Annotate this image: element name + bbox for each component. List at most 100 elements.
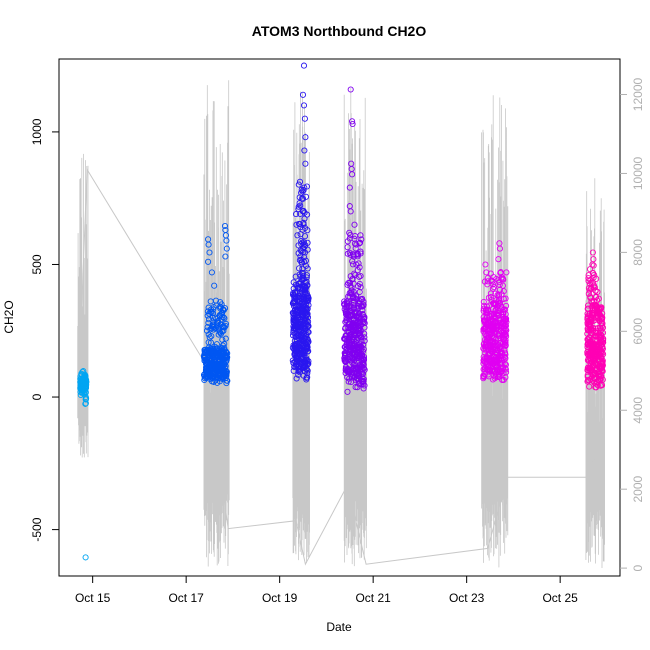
data-point bbox=[361, 334, 368, 341]
data-point bbox=[301, 348, 309, 355]
data-point bbox=[359, 363, 366, 370]
points-layer bbox=[77, 62, 607, 561]
data-point bbox=[351, 364, 358, 371]
data-point bbox=[290, 367, 297, 374]
data-point bbox=[210, 352, 217, 359]
data-point bbox=[296, 324, 303, 331]
data-point bbox=[202, 366, 210, 373]
data-point bbox=[82, 400, 89, 407]
data-point bbox=[593, 341, 600, 348]
data-point bbox=[344, 369, 351, 376]
data-point bbox=[353, 295, 360, 303]
data-point bbox=[297, 202, 304, 209]
data-point bbox=[587, 326, 594, 333]
data-point bbox=[302, 320, 309, 327]
data-point bbox=[589, 261, 596, 268]
data-point bbox=[304, 374, 311, 381]
data-point bbox=[590, 262, 597, 269]
data-point bbox=[300, 337, 307, 344]
data-point bbox=[500, 306, 507, 313]
data-point bbox=[342, 350, 349, 357]
data-point bbox=[299, 91, 307, 98]
data-point bbox=[202, 350, 209, 357]
data-point bbox=[490, 320, 497, 327]
data-point bbox=[591, 271, 598, 278]
data-point bbox=[208, 333, 215, 340]
data-point bbox=[346, 332, 353, 339]
data-point bbox=[293, 375, 300, 382]
data-point bbox=[221, 324, 228, 331]
data-point bbox=[495, 256, 502, 263]
data-point bbox=[202, 360, 210, 368]
data-point bbox=[599, 345, 606, 352]
data-point bbox=[585, 290, 592, 297]
data-point bbox=[587, 266, 594, 273]
data-point bbox=[359, 379, 366, 386]
data-point bbox=[301, 343, 308, 350]
data-point bbox=[599, 364, 606, 371]
data-point bbox=[593, 361, 600, 368]
y2-tick-label: 12000 bbox=[631, 78, 645, 112]
data-point bbox=[596, 375, 603, 382]
data-point bbox=[352, 323, 359, 330]
data-point bbox=[206, 334, 213, 341]
data-point bbox=[292, 289, 299, 297]
data-point bbox=[80, 368, 87, 375]
x-tick-label: Oct 17 bbox=[168, 591, 204, 605]
data-point bbox=[360, 298, 367, 305]
data-point bbox=[357, 232, 364, 239]
data-point bbox=[502, 355, 509, 362]
data-point bbox=[489, 317, 496, 324]
plot-frame bbox=[58, 58, 621, 577]
data-point bbox=[357, 303, 364, 310]
data-point bbox=[592, 371, 599, 378]
data-point bbox=[487, 290, 494, 297]
data-point bbox=[585, 318, 592, 325]
data-point bbox=[482, 261, 489, 268]
data-point bbox=[302, 134, 309, 141]
data-point bbox=[599, 310, 606, 317]
data-point bbox=[301, 184, 308, 191]
right-y-axis: 0 2000 4000 6000 8000 10000 12000 bbox=[620, 78, 645, 571]
data-point bbox=[293, 323, 300, 330]
data-point bbox=[350, 316, 357, 323]
data-point bbox=[211, 282, 218, 289]
data-point bbox=[347, 379, 355, 386]
data-point bbox=[346, 184, 353, 191]
data-point bbox=[296, 221, 303, 228]
data-point bbox=[481, 371, 488, 378]
data-point bbox=[216, 378, 223, 385]
data-point bbox=[483, 320, 490, 327]
data-point bbox=[350, 340, 358, 347]
data-point bbox=[299, 299, 306, 306]
data-point bbox=[290, 317, 297, 324]
data-point bbox=[346, 375, 353, 382]
data-point bbox=[593, 301, 600, 309]
data-point bbox=[345, 336, 352, 343]
data-point bbox=[208, 373, 215, 380]
x-axis-label: Date bbox=[326, 620, 352, 634]
data-point bbox=[494, 347, 501, 354]
data-point bbox=[212, 297, 220, 304]
data-point bbox=[490, 310, 497, 318]
data-point bbox=[497, 269, 504, 277]
data-point bbox=[361, 382, 368, 389]
data-point bbox=[209, 367, 216, 375]
secondary-series-line bbox=[78, 167, 603, 566]
data-point bbox=[500, 309, 507, 316]
data-point bbox=[210, 306, 217, 313]
data-point bbox=[353, 241, 360, 248]
data-point bbox=[300, 269, 307, 277]
data-point bbox=[590, 284, 597, 291]
data-point bbox=[352, 347, 359, 354]
data-point bbox=[585, 275, 592, 282]
data-point bbox=[503, 318, 510, 326]
data-point bbox=[598, 339, 605, 346]
data-point bbox=[207, 326, 214, 333]
data-point bbox=[358, 352, 365, 359]
x-axis: Oct 15 Oct 17 Oct 19 Oct 21 Oct 23 Oct 25 bbox=[75, 575, 578, 605]
data-point bbox=[585, 336, 592, 343]
data-point bbox=[303, 183, 311, 190]
y-tick-label: -500 bbox=[30, 517, 44, 541]
data-point bbox=[585, 365, 593, 372]
